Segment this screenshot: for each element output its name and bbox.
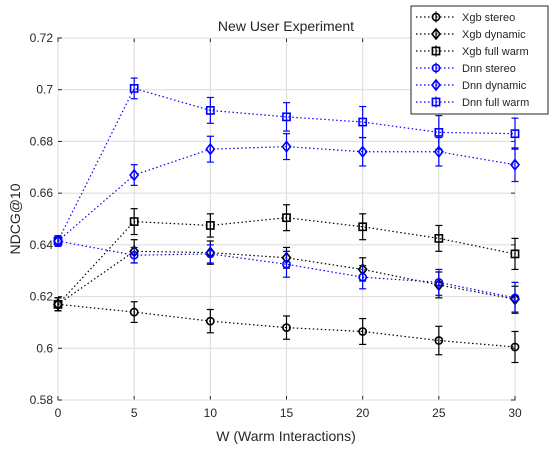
y-tick-label: 0.58 bbox=[30, 393, 54, 407]
y-tick-label: 0.62 bbox=[30, 290, 54, 304]
data-point bbox=[129, 168, 140, 182]
data-point bbox=[129, 217, 139, 226]
data-point bbox=[434, 233, 444, 243]
legend-marker bbox=[431, 46, 441, 56]
data-point bbox=[282, 259, 291, 269]
data-point bbox=[53, 236, 63, 246]
series-dnn-full-warm bbox=[53, 77, 520, 247]
data-point bbox=[205, 142, 216, 156]
chart-title: New User Experiment bbox=[218, 18, 354, 34]
series-layer bbox=[52, 77, 521, 364]
series-xgb-full-warm bbox=[53, 204, 520, 312]
y-tick-label: 0.7 bbox=[36, 83, 53, 97]
data-point bbox=[357, 145, 368, 159]
legend-marker bbox=[431, 12, 441, 22]
legend-entry: Xgb dynamic bbox=[416, 27, 526, 41]
y-tick-label: 0.64 bbox=[30, 238, 54, 252]
data-point bbox=[358, 117, 368, 127]
legend-marker bbox=[431, 63, 441, 73]
data-point bbox=[510, 293, 520, 303]
legend-box bbox=[410, 5, 549, 115]
x-tick-label: 30 bbox=[508, 406, 522, 420]
legend-label: Dnn dynamic bbox=[462, 80, 527, 92]
x-tick-label: 5 bbox=[131, 406, 138, 420]
legend-label: Xgb stereo bbox=[462, 12, 515, 24]
data-point bbox=[358, 327, 368, 336]
data-point bbox=[510, 249, 520, 259]
data-point bbox=[129, 84, 139, 93]
legend-marker bbox=[431, 97, 441, 107]
legend-label: Xgb full warm bbox=[462, 46, 529, 58]
legend-entry: Xgb full warm bbox=[416, 45, 529, 58]
data-point bbox=[509, 158, 521, 171]
data-point bbox=[53, 299, 63, 309]
y-tick-label: 0.72 bbox=[30, 31, 54, 45]
x-tick-label: 15 bbox=[280, 406, 294, 420]
x-tick-label: 25 bbox=[432, 406, 446, 420]
data-point bbox=[358, 222, 368, 232]
legend-label: Dnn full warm bbox=[462, 97, 529, 109]
data-point bbox=[433, 145, 444, 159]
x-axis-label: W (Warm Interactions) bbox=[216, 428, 356, 444]
data-point bbox=[434, 127, 444, 137]
data-point bbox=[129, 307, 139, 317]
data-point bbox=[205, 106, 215, 115]
data-point bbox=[282, 323, 291, 332]
y-tick-label: 0.66 bbox=[30, 186, 54, 200]
data-point bbox=[129, 250, 139, 260]
data-point bbox=[510, 342, 520, 352]
legend-entry: Dnn stereo bbox=[416, 62, 516, 75]
tick-labels: 0 5 10 15 20 25 30 0.58 0.6 0.62 0.64 0.66 0.68 0.7 0.… bbox=[30, 31, 522, 420]
data-point bbox=[282, 213, 291, 223]
data-point bbox=[358, 272, 368, 282]
y-tick-label: 0.68 bbox=[30, 134, 54, 148]
legend-label: Dnn stereo bbox=[462, 63, 516, 75]
legend-marker bbox=[430, 78, 442, 92]
legend-entry: Dnn full warm bbox=[416, 96, 529, 109]
legend-label: Xgb dynamic bbox=[462, 29, 526, 41]
data-point bbox=[205, 249, 215, 259]
legend-marker bbox=[430, 27, 442, 41]
data-point bbox=[281, 140, 292, 153]
y-tick-label: 0.6 bbox=[36, 341, 53, 355]
legend-entry: Xgb stereo bbox=[416, 11, 515, 24]
x-tick-label: 20 bbox=[356, 406, 370, 420]
y-axis-label: NDCG@10 bbox=[7, 183, 23, 254]
data-point bbox=[205, 316, 215, 326]
x-tick-label: 10 bbox=[204, 406, 218, 420]
legend: Xgb stereo Xgb dynamic Xgb full warm Dnn st… bbox=[410, 5, 549, 115]
data-point bbox=[434, 336, 444, 345]
data-point bbox=[282, 112, 291, 122]
legend-entry: Dnn dynamic bbox=[416, 78, 527, 92]
data-point bbox=[510, 129, 520, 139]
x-tick-label: 0 bbox=[55, 406, 62, 420]
data-point bbox=[205, 221, 215, 230]
data-point bbox=[434, 277, 444, 287]
